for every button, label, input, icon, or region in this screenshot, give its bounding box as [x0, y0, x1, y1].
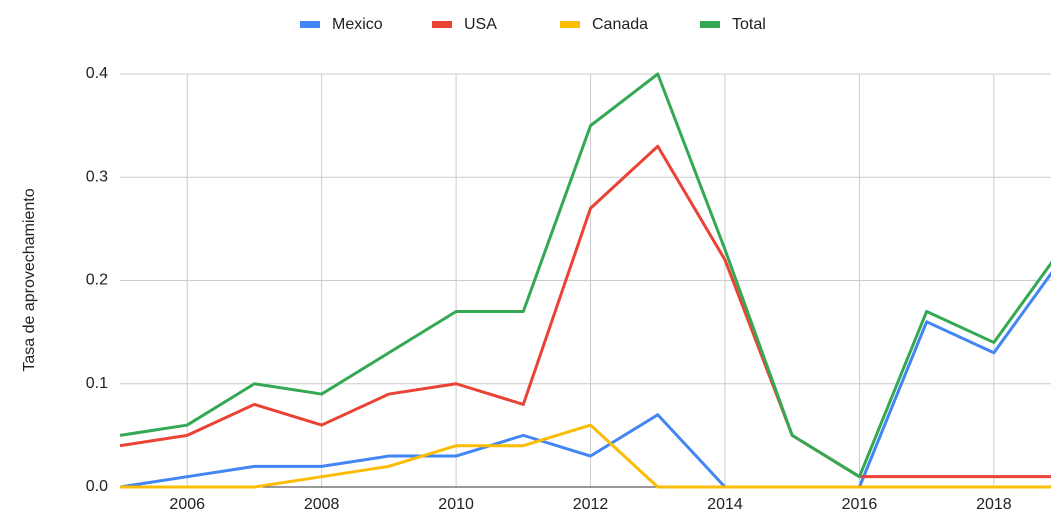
legend-swatch [300, 21, 320, 28]
x-tick-label: 2010 [438, 496, 474, 513]
legend-swatch [560, 21, 580, 28]
line-series [120, 144, 1051, 479]
y-tick-label: 0.3 [86, 168, 108, 185]
legend-swatch [432, 21, 452, 28]
y-tick-label: 0.1 [86, 375, 108, 392]
y-tick-label: 0.0 [86, 478, 108, 495]
line-series [120, 72, 1051, 479]
x-tick-label: 2006 [169, 496, 205, 513]
line-series [120, 271, 1051, 489]
line-series [120, 423, 1051, 489]
x-tick-label: 2014 [707, 496, 743, 513]
legend-label: USA [464, 16, 497, 33]
y-tick-label: 0.4 [86, 65, 108, 82]
y-axis-title: Tasa de aprovechamiento [21, 188, 38, 371]
x-tick-label: 2016 [842, 496, 878, 513]
legend-swatch [700, 21, 720, 28]
x-tick-label: 2012 [573, 496, 609, 513]
x-tick-label: 2008 [304, 496, 340, 513]
y-tick-label: 0.2 [86, 272, 108, 289]
legend-label: Canada [592, 16, 648, 33]
legend-label: Total [732, 16, 766, 33]
x-tick-label: 2018 [976, 496, 1012, 513]
legend-label: Mexico [332, 16, 383, 33]
